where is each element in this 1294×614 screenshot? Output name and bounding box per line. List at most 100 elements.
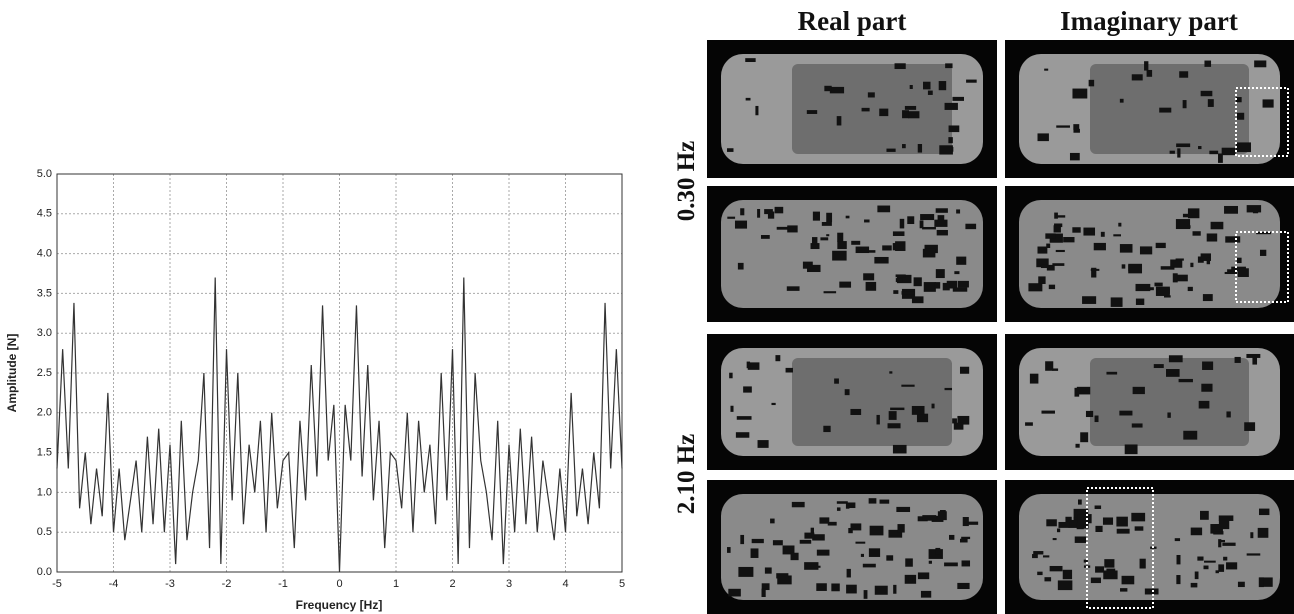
blotch (1210, 221, 1224, 230)
blotch (1206, 233, 1218, 242)
blotch (920, 214, 935, 221)
blotch (1131, 74, 1143, 81)
blotch (939, 145, 953, 155)
blotch (946, 280, 958, 289)
blotch (774, 206, 784, 214)
blotch (1198, 400, 1210, 409)
y-tick-label: 3.0 (37, 327, 52, 339)
blotch (1076, 386, 1091, 395)
blotch (743, 386, 752, 393)
blotch (1144, 588, 1159, 595)
blotch (869, 525, 884, 536)
blotch (944, 387, 953, 391)
blotch (1121, 264, 1126, 269)
blotch (938, 81, 947, 91)
blotch (851, 240, 861, 245)
blotch (775, 355, 781, 362)
x-tick-label: 0 (336, 578, 342, 590)
blotch (1037, 246, 1048, 254)
blotch (874, 256, 889, 264)
blotch (863, 590, 868, 599)
blotch (961, 536, 971, 540)
blotch (1226, 411, 1231, 418)
blotch (1032, 554, 1038, 559)
blotch (1202, 294, 1213, 302)
blotch (962, 517, 969, 527)
blotch (909, 84, 913, 89)
blotch (1046, 519, 1057, 527)
blotch (819, 517, 830, 524)
blotch (1258, 577, 1264, 588)
blotch (931, 403, 935, 409)
blotch (1209, 150, 1219, 155)
blotch (934, 219, 948, 227)
blotch (757, 209, 761, 218)
blotch (1095, 566, 1105, 573)
blotch (1257, 527, 1269, 538)
blotch (1110, 297, 1123, 307)
blotch (787, 225, 798, 233)
blotch (1235, 97, 1242, 103)
blotch (1236, 142, 1251, 153)
blotch (1056, 125, 1070, 128)
blotch (1056, 528, 1061, 533)
blotch (1244, 422, 1256, 431)
blotch (850, 523, 862, 531)
blotch (823, 291, 837, 294)
blotch (901, 291, 915, 295)
blotch (1048, 284, 1056, 290)
blotch (812, 211, 820, 221)
blotch (812, 237, 818, 245)
blotch (1046, 264, 1055, 271)
blotch (1139, 246, 1153, 255)
blotch (776, 226, 790, 230)
blotch (935, 547, 941, 555)
blotch (1057, 215, 1066, 218)
y-tick-label: 1.5 (37, 447, 52, 459)
blotch (1104, 559, 1115, 568)
blotch (1220, 539, 1226, 543)
blotch (727, 148, 734, 152)
blotch (928, 560, 932, 564)
blotch (1053, 225, 1061, 233)
blotch (729, 372, 733, 379)
blotch (827, 521, 837, 526)
blotch (829, 86, 845, 94)
blotch (824, 85, 832, 92)
blotch (1025, 422, 1033, 426)
blotch (846, 502, 856, 509)
blotch (954, 271, 960, 275)
blotch (1197, 556, 1204, 561)
blotch (844, 389, 850, 396)
y-tick-label: 2.0 (37, 407, 52, 419)
blotch (956, 256, 967, 265)
blotch (1094, 505, 1102, 509)
y-tick-label: 3.5 (37, 287, 52, 299)
blotch (745, 97, 751, 101)
blotch (790, 552, 799, 561)
blotch (730, 405, 734, 412)
blotch (961, 560, 971, 567)
x-tick-label: -5 (52, 578, 62, 590)
blotch (764, 567, 772, 574)
blotch (736, 416, 752, 420)
blotch (917, 572, 930, 580)
blotch (1190, 582, 1198, 588)
blotch (1222, 542, 1236, 546)
blotch (804, 562, 819, 570)
blotch (892, 231, 905, 236)
blotch (1213, 531, 1224, 535)
blotch (834, 378, 839, 384)
blotch (836, 507, 841, 511)
blotch (1095, 525, 1103, 532)
blotch (1178, 378, 1193, 383)
blotch (945, 63, 953, 69)
x-tick-label: 3 (506, 578, 512, 590)
blotch (1049, 565, 1063, 572)
blotch (839, 281, 852, 288)
blotch (1194, 571, 1199, 580)
blotch (923, 282, 936, 292)
blotch (1075, 443, 1080, 448)
blotch (1174, 538, 1181, 542)
blotch (1134, 526, 1144, 531)
